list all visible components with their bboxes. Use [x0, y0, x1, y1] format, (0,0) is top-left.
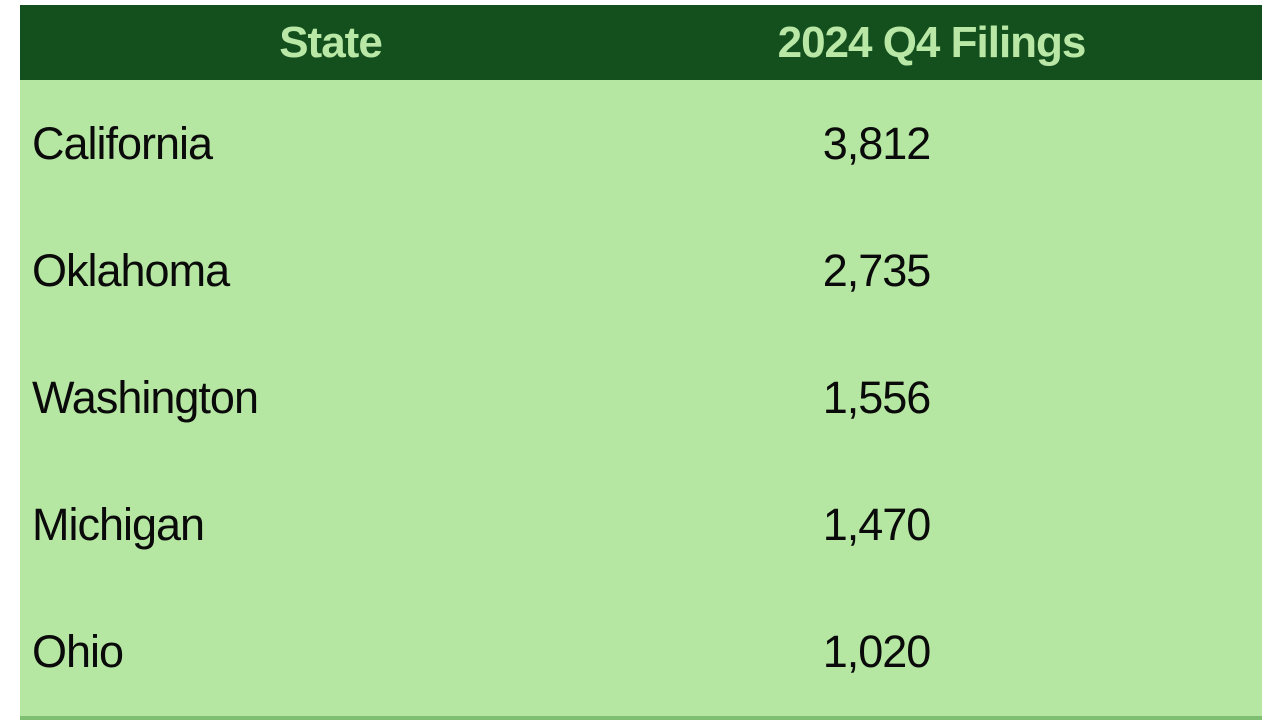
cell-state: Ohio	[32, 626, 124, 678]
filings-table: State 2024 Q4 Filings California 3,812 O…	[20, 5, 1262, 720]
cell-filings: 1,556	[822, 372, 932, 423]
cell-filings: 1,470	[822, 499, 932, 551]
cell-state: Oklahoma	[32, 244, 230, 296]
table-header-row: State 2024 Q4 Filings	[20, 5, 1262, 80]
cell-state: California	[32, 117, 213, 169]
cell-filings: 3,812	[822, 117, 932, 169]
table-body: California 3,812 Oklahoma 2,735 Washingt…	[20, 80, 1262, 716]
header-cell-filings: 2024 Q4 Filings	[777, 17, 1087, 67]
table-row: Ohio 1,020	[20, 589, 1262, 716]
table-row: Oklahoma 2,735	[20, 207, 1262, 334]
cell-state: Washington	[32, 372, 259, 423]
cell-filings: 1,020	[822, 626, 932, 678]
table-row: California 3,812	[20, 80, 1262, 207]
table-row: Michigan 1,470	[20, 462, 1262, 589]
table-row: Washington 1,556	[20, 334, 1262, 461]
cell-filings: 2,735	[822, 244, 932, 296]
cell-state: Michigan	[32, 499, 205, 551]
header-cell-state: State	[279, 17, 383, 67]
